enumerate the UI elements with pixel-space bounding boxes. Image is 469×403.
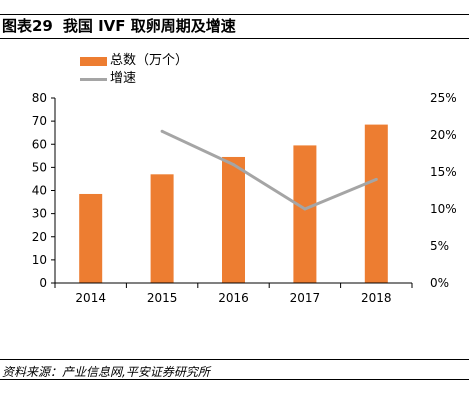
- top-rule: [0, 14, 469, 15]
- x-tick-label-2014: 2014: [75, 291, 106, 305]
- growth-point: [374, 177, 378, 181]
- y-left-tick-label: 40: [32, 184, 47, 198]
- bar-2017: [293, 145, 317, 283]
- legend-item-bar: 总数（万个）: [80, 52, 188, 70]
- bottom-rule: [0, 379, 469, 380]
- figure-title: 图表29 我国 IVF 取卵周期及增速: [2, 16, 246, 36]
- y-right-tick-label: 20%: [430, 128, 457, 142]
- combo-chart: 0 10 20 30 40 50 60 70 80 0% 5% 10% 15% 20% 25% 2014 201…: [32, 91, 457, 305]
- figure-title-text: 我国 IVF 取卵周期及增速: [62, 17, 236, 35]
- legend-item-line: 增速: [80, 70, 188, 88]
- y-left-tick-label: 10: [32, 253, 47, 267]
- y-left-tick-label: 20: [32, 230, 47, 244]
- y-right-tick-label: 5%: [430, 239, 449, 253]
- y-left-tick-label: 70: [32, 114, 47, 128]
- bar-2014: [79, 193, 103, 283]
- y-left-tick-label: 80: [32, 91, 47, 105]
- figure-label: 图表29: [2, 17, 53, 35]
- y-right-tick-label: 10%: [430, 202, 457, 216]
- footer-rule: [0, 359, 469, 360]
- bar-2015: [150, 174, 174, 283]
- growth-line: [161, 129, 377, 211]
- y-right-tick-label: 15%: [430, 165, 457, 179]
- y-left-tick-label: 0: [39, 276, 47, 290]
- growth-point: [303, 207, 307, 211]
- growth-point: [232, 163, 235, 167]
- title-underline: [0, 38, 469, 39]
- y-left-tick-label: 60: [32, 137, 47, 151]
- legend-line-label: 增速: [110, 71, 137, 86]
- legend-line-swatch: [80, 78, 107, 81]
- y-right-tick-label: 25%: [430, 91, 457, 105]
- y-left-tick-label: 30: [32, 207, 47, 221]
- bar-2016: [222, 156, 245, 283]
- y-right-tick-label: 0%: [430, 276, 449, 290]
- chart-legend: 总数（万个） 增速: [80, 52, 188, 88]
- x-tick-label-2017: 2017: [290, 291, 321, 305]
- x-tick-label-2018: 2018: [361, 291, 392, 305]
- growth-point: [160, 129, 164, 133]
- bar-2018: [364, 124, 388, 283]
- x-tick-label-2016: 2016: [218, 291, 249, 305]
- y-left-tick-label: 50: [32, 160, 47, 174]
- legend-bar-label: 总数（万个）: [110, 53, 189, 68]
- x-tick-label-2015: 2015: [147, 291, 178, 305]
- legend-bar-swatch: [80, 57, 107, 66]
- source-note: 资料来源：产业信息网,平安证券研究所: [2, 365, 210, 379]
